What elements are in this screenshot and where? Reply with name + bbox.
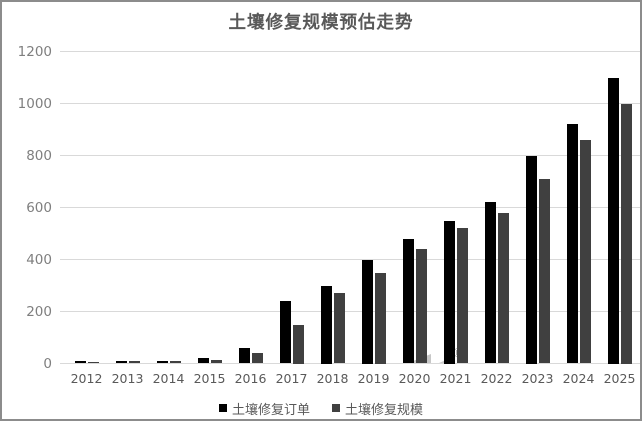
legend-marker-orders-icon: [218, 404, 227, 412]
bar-orders-2016: [238, 347, 250, 364]
gridline: [60, 155, 640, 156]
bar-orders-2022: [484, 202, 496, 364]
x-axis-label: 2018: [316, 371, 349, 386]
bar-orders-2021: [443, 220, 455, 364]
gridline: [60, 207, 640, 208]
x-axis-label: 2022: [480, 371, 513, 386]
x-axis-label: 2016: [234, 371, 267, 386]
y-axis-label: 800: [26, 147, 52, 164]
legend: 土壤修复订单 土壤修复规模: [2, 399, 640, 418]
bar-orders-2023: [525, 155, 537, 364]
y-axis-label: 1000: [17, 95, 52, 112]
bar-orders-2019: [361, 259, 373, 364]
bar-orders-2024: [566, 124, 578, 364]
bar-scale-2013: [128, 360, 140, 364]
x-axis-label: 2021: [439, 371, 472, 386]
bar-orders-2015: [197, 358, 209, 364]
bar-scale-2019: [374, 272, 386, 364]
y-axis-label: 600: [26, 199, 52, 216]
bar-orders-2013: [115, 360, 127, 364]
legend-label-orders: 土壤修复订单: [231, 402, 310, 418]
bar-orders-2025: [607, 77, 619, 364]
legend-label-scale: 土壤修复规模: [345, 402, 424, 418]
x-axis-label: 2014: [152, 371, 185, 386]
legend-marker-scale-icon: [332, 404, 340, 412]
gridline: [60, 51, 640, 52]
x-axis-label: 2025: [603, 371, 636, 386]
x-axis-label: 2015: [193, 371, 226, 386]
bar-orders-2018: [320, 285, 332, 364]
bar-scale-2012: [87, 362, 99, 364]
bar-scale-2016: [251, 353, 263, 364]
gridline: [60, 311, 640, 312]
bar-scale-2024: [579, 139, 591, 364]
bar-scale-2022: [497, 212, 509, 364]
bar-scale-2015: [210, 359, 222, 364]
x-axis-label: 2019: [357, 371, 390, 386]
x-axis-label: 2012: [70, 371, 103, 386]
y-axis-label: 0: [43, 355, 52, 372]
bar-scale-2014: [169, 360, 181, 364]
bar-scale-2020: [415, 249, 427, 364]
legend-entry-orders: 土壤修复订单: [218, 399, 310, 418]
gridline: [60, 259, 640, 260]
bar-orders-2012: [74, 360, 86, 364]
bar-scale-2021: [456, 228, 468, 364]
bar-orders-2020: [402, 238, 414, 364]
x-axis-label: 2020: [398, 371, 431, 386]
y-axis-label: 400: [26, 251, 52, 268]
bar-scale-2018: [333, 293, 345, 364]
y-axis-label: 1200: [17, 43, 52, 60]
bar-scale-2017: [292, 324, 304, 364]
gridline: [60, 103, 640, 104]
x-axis-label: 2013: [111, 371, 144, 386]
x-axis-label: 2024: [562, 371, 595, 386]
y-axis-label: 200: [26, 303, 52, 320]
bar-scale-2025: [620, 103, 632, 364]
gridline: [60, 363, 640, 364]
bar-orders-2017: [279, 301, 291, 364]
bar-scale-2023: [538, 178, 550, 364]
chart-title: 土壤修复规模预估走势: [228, 13, 414, 33]
bar-orders-2014: [156, 360, 168, 364]
x-axis-label: 2017: [275, 371, 308, 386]
x-axis-label: 2023: [521, 371, 554, 386]
legend-entry-scale: 土壤修复规模: [332, 399, 423, 418]
